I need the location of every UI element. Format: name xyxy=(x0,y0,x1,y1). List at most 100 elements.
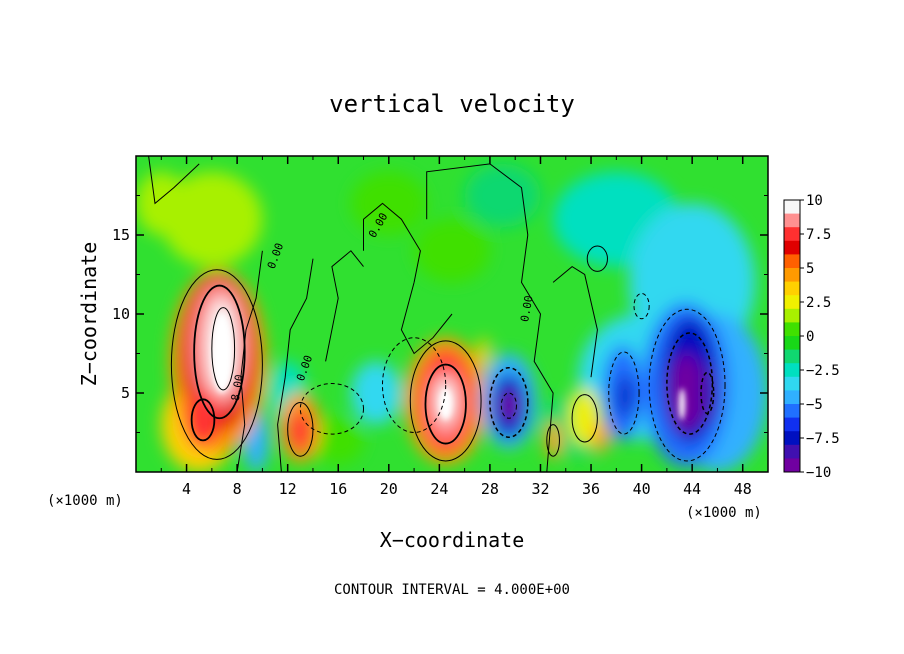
positive-contour xyxy=(409,340,482,462)
colorbar-segment xyxy=(784,417,800,432)
velocity-cell xyxy=(464,163,541,228)
x-tick-label: 16 xyxy=(329,480,347,498)
extreme-core xyxy=(678,388,686,420)
colorbar-segment xyxy=(784,227,800,242)
plot-area xyxy=(135,155,769,473)
colorbar-label: −2.5 xyxy=(806,363,840,379)
positive-contour xyxy=(424,363,467,445)
colorbar-segment xyxy=(784,308,800,323)
negative-contour xyxy=(500,392,517,419)
x-tick-label: 44 xyxy=(683,480,701,498)
velocity-cell xyxy=(161,171,263,267)
colorbar-segment xyxy=(784,336,800,351)
contour-lines xyxy=(148,156,726,472)
colorbar-segment xyxy=(784,200,800,215)
x-tick-label: 32 xyxy=(531,480,549,498)
velocity-cell xyxy=(312,416,364,465)
zero-contour xyxy=(277,258,314,472)
velocity-field xyxy=(136,156,768,472)
colorbar-segment xyxy=(784,404,800,419)
x-tick-label: 12 xyxy=(279,480,297,498)
colorbar-segment xyxy=(784,390,800,405)
y-tick-label: 5 xyxy=(121,384,130,402)
velocity-cell xyxy=(477,337,490,370)
negative-contour xyxy=(299,383,365,435)
zero-contour xyxy=(520,234,554,472)
colorbar: 10 7.5 5 2.5 0 −2.5 −5 −7.5 −10 xyxy=(783,193,840,481)
colorbar-segment xyxy=(784,213,800,228)
zero-contour xyxy=(400,282,453,355)
x-tick-label: 4 xyxy=(182,480,191,498)
colorbar-segment xyxy=(784,254,800,269)
colorbar-segment xyxy=(784,349,800,364)
velocity-cell xyxy=(136,171,187,235)
x-tick-label: 48 xyxy=(734,480,752,498)
colorbar-segment xyxy=(784,363,800,378)
negative-contour xyxy=(489,366,529,438)
positive-contour xyxy=(193,284,246,420)
colorbar-segment xyxy=(784,240,800,255)
positive-contour xyxy=(586,245,608,272)
x-axis-label: X−coordinate xyxy=(380,528,525,552)
negative-contour xyxy=(700,371,715,415)
colorbar-label: −7.5 xyxy=(806,431,840,447)
y-axis: 5 10 15 xyxy=(112,195,768,433)
colorbar-segment xyxy=(784,376,800,391)
y-axis-label: Z−coordinate xyxy=(77,242,101,387)
colorbar-label: −5 xyxy=(806,397,823,413)
x-tick-label: 36 xyxy=(582,480,600,498)
colorbar-label: 0 xyxy=(806,329,814,345)
x-tick-label: 24 xyxy=(430,480,448,498)
velocity-cell xyxy=(414,219,490,283)
extreme-core xyxy=(211,314,233,393)
negative-contour xyxy=(381,337,447,434)
velocity-cell xyxy=(617,374,633,419)
contour-interval-note: CONTOUR INTERVAL = 4.000E+00 xyxy=(334,582,570,598)
velocity-cell xyxy=(569,388,600,446)
colorbar-segment xyxy=(784,295,800,310)
contour-label: 8.00 xyxy=(229,373,246,401)
contour-label: 0.00 xyxy=(518,294,535,322)
velocity-cell xyxy=(350,361,402,425)
negative-contour xyxy=(648,308,726,462)
x-tick-label: 28 xyxy=(481,480,499,498)
colorbar-segment xyxy=(784,322,800,337)
colorbar-segment xyxy=(784,281,800,296)
colorbar-segment xyxy=(784,458,800,473)
zero-contour xyxy=(552,265,598,378)
colorbar-segment xyxy=(784,444,800,459)
velocity-cell xyxy=(500,389,518,422)
zero-contour xyxy=(363,202,421,283)
velocity-cell xyxy=(350,171,427,235)
colorbar-label: 5 xyxy=(806,261,814,277)
positive-contour xyxy=(211,307,236,391)
velocity-cell xyxy=(288,410,312,452)
zero-contour xyxy=(325,250,364,362)
extreme-core xyxy=(439,388,452,420)
velocity-cell xyxy=(545,421,561,460)
positive-contour xyxy=(546,424,560,457)
positive-contour xyxy=(571,394,598,443)
colorbar-label: 2.5 xyxy=(806,295,831,311)
colorbar-label: 10 xyxy=(806,193,823,209)
colorbar-segment xyxy=(784,268,800,283)
colorbar-label: −10 xyxy=(806,465,831,481)
x-axis: 4 8 12 16 20 24 28 32 36 40 44 48 xyxy=(160,156,752,498)
zero-contour xyxy=(236,250,263,472)
x-tick-label: 8 xyxy=(233,480,242,498)
y-tick-label: 15 xyxy=(112,226,130,244)
y-tick-label: 10 xyxy=(112,305,130,323)
x-unit-left: (×1000 m) xyxy=(47,493,123,509)
positive-contour xyxy=(190,398,216,442)
negative-contour xyxy=(608,351,640,435)
x-unit-right: (×1000 m) xyxy=(686,505,762,521)
positive-contour xyxy=(170,269,263,460)
colorbar-segment xyxy=(784,431,800,446)
x-tick-label: 40 xyxy=(633,480,651,498)
velocity-cell xyxy=(593,421,609,454)
negative-contour xyxy=(633,292,650,320)
zero-contour xyxy=(148,156,200,205)
x-tick-label: 20 xyxy=(380,480,398,498)
colorbar-label: 7.5 xyxy=(806,227,831,243)
